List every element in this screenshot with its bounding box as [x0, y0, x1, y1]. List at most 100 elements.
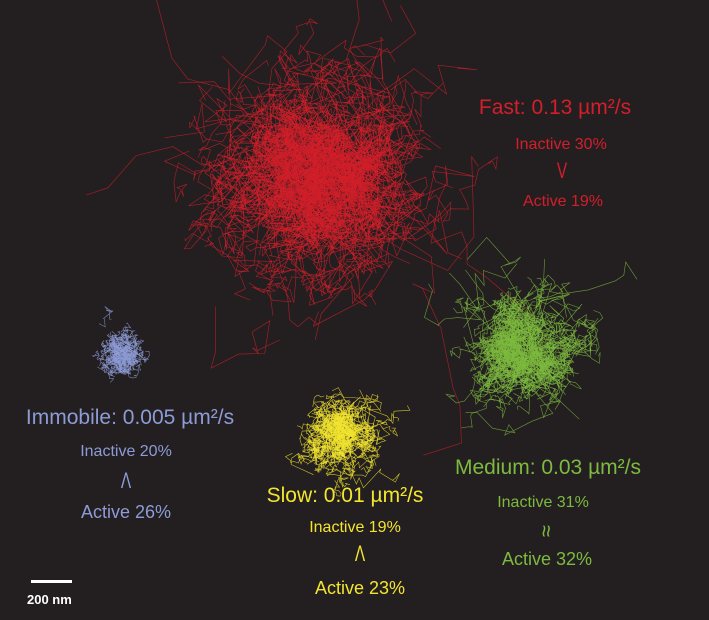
immobile-trajectories — [91, 306, 150, 383]
trajectory — [91, 350, 108, 363]
trajectory — [483, 380, 514, 408]
trajectory — [312, 128, 398, 170]
trajectory — [509, 329, 535, 366]
trajectory — [363, 424, 399, 442]
trajectory — [549, 261, 638, 318]
trajectory — [283, 18, 318, 88]
trajectory — [222, 164, 311, 201]
trajectory — [263, 127, 294, 168]
trajectory — [210, 150, 317, 264]
trajectory — [352, 5, 419, 152]
trajectory — [128, 350, 144, 356]
trajectory — [308, 70, 404, 258]
trajectory — [326, 451, 343, 482]
trajectory — [538, 293, 583, 334]
trajectory — [529, 343, 601, 367]
trajectory — [129, 330, 136, 339]
trajectory — [349, 389, 373, 429]
trajectory — [424, 283, 482, 328]
fast-active: Active 19% — [522, 193, 604, 210]
trajectory — [499, 362, 528, 382]
trajectory — [230, 151, 281, 219]
trajectory — [363, 156, 498, 225]
trajectory — [499, 290, 516, 327]
trajectory — [391, 165, 475, 257]
trajectory — [324, 459, 340, 475]
trajectory — [316, 45, 371, 124]
trajectory — [316, 193, 365, 251]
trajectory — [140, 350, 146, 361]
trajectory — [464, 302, 535, 365]
trajectory — [347, 93, 413, 152]
trajectory — [225, 185, 306, 251]
trajectory — [124, 325, 139, 345]
fast-relation: V — [556, 158, 568, 183]
trajectory — [494, 290, 522, 325]
trajectory — [336, 434, 350, 457]
trajectory — [316, 414, 329, 429]
trajectory — [575, 318, 599, 357]
trajectory — [312, 436, 340, 450]
trajectory — [215, 89, 355, 155]
trajectory — [519, 308, 539, 351]
trajectory — [491, 350, 518, 379]
trajectory — [516, 342, 540, 374]
trajectory — [552, 334, 588, 380]
immobile-inactive: Inactive 20% — [80, 443, 172, 460]
trajectory — [346, 0, 393, 149]
trajectory — [300, 39, 396, 141]
trajectory — [561, 323, 598, 347]
trajectory — [306, 413, 322, 441]
trajectory — [248, 242, 304, 303]
trajectory — [261, 170, 319, 246]
trajectory — [124, 353, 135, 363]
trajectory — [105, 343, 121, 352]
trajectory — [527, 274, 556, 296]
trajectory — [470, 336, 519, 364]
trajectory — [316, 428, 328, 438]
trajectory — [280, 153, 328, 204]
trajectory — [449, 346, 506, 364]
trajectory — [156, 0, 325, 140]
trajectory — [445, 370, 489, 404]
trajectory — [523, 339, 545, 373]
trajectory — [366, 405, 411, 438]
trajectory — [208, 186, 265, 255]
trajectory — [291, 250, 333, 306]
trajectory — [314, 459, 329, 473]
slow-active: Active 23% — [314, 578, 406, 598]
trajectory — [488, 321, 526, 355]
trajectory — [210, 306, 280, 369]
trajectory — [484, 387, 513, 419]
trajectory — [341, 149, 396, 243]
trajectory — [530, 351, 566, 396]
trajectory — [299, 427, 322, 449]
trajectory — [530, 343, 587, 389]
trajectory — [357, 428, 376, 456]
trajectory — [513, 372, 539, 402]
trajectory — [113, 330, 123, 344]
immobile-active: Active 26% — [80, 502, 172, 522]
trajectory — [103, 346, 129, 363]
trajectory — [107, 342, 120, 366]
trajectory — [124, 363, 141, 372]
trajectory — [85, 127, 272, 196]
trajectory — [332, 454, 349, 471]
trajectory — [337, 130, 431, 201]
trajectory — [297, 74, 418, 157]
trajectory — [361, 155, 479, 271]
slow-relation: Λ — [354, 541, 366, 566]
trajectory — [465, 269, 532, 329]
trajectory — [319, 103, 411, 163]
trajectory — [336, 469, 351, 488]
trajectory — [346, 431, 376, 451]
trajectory — [133, 339, 144, 349]
trajectory — [302, 436, 322, 452]
trajectory — [351, 462, 373, 477]
trajectory — [327, 410, 341, 426]
trajectory — [107, 369, 118, 383]
trajectory — [255, 229, 293, 292]
trajectory — [465, 363, 555, 436]
trajectory — [303, 57, 381, 193]
